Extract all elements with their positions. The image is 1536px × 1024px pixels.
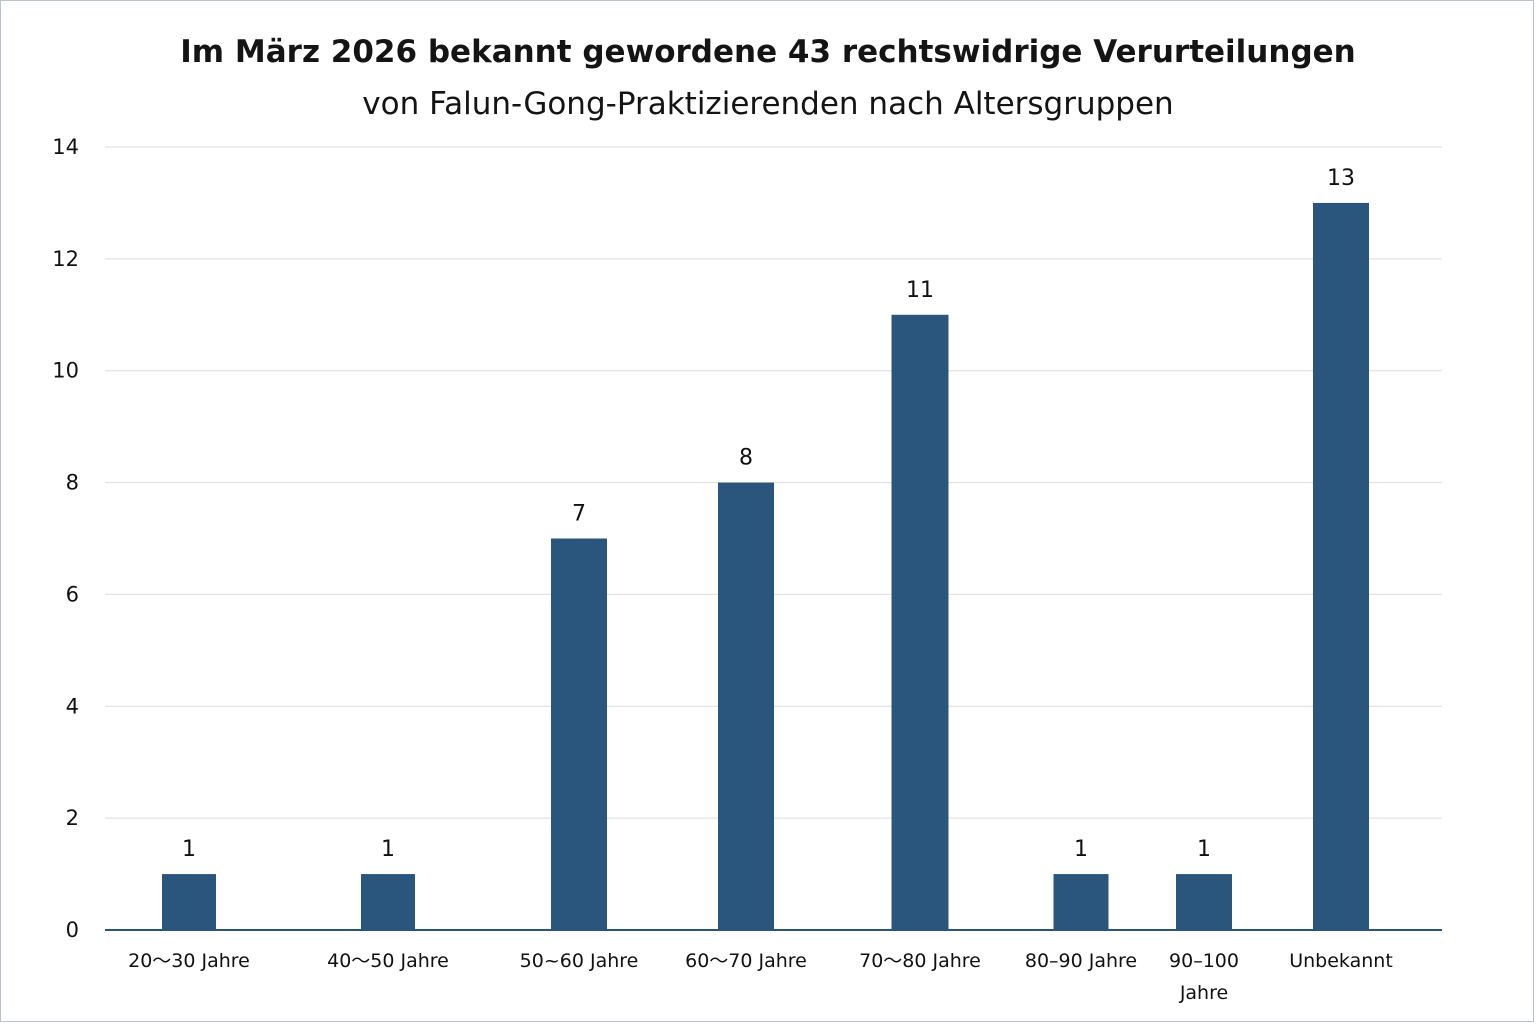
x-tick-label: 70～80 Jahre (859, 950, 981, 972)
data-label: 7 (572, 502, 586, 527)
y-tick-label: 0 (66, 918, 79, 942)
y-tick-label: 4 (66, 694, 79, 718)
chart-title-line-1: Im März 2026 bekannt gewordene 43 rechts… (180, 34, 1356, 70)
bar (1053, 874, 1109, 930)
x-tick-label: 60～70 Jahre (685, 950, 807, 972)
bar (891, 314, 949, 930)
bar (1176, 874, 1232, 930)
bar (1313, 202, 1369, 930)
data-label: 1 (182, 837, 196, 862)
bars (162, 202, 1369, 930)
y-tick-label: 12 (52, 247, 79, 271)
x-axis-ticks: 20～30 Jahre 40～50 Jahre 50~60 Jahre 60～70 J… (128, 950, 1393, 1004)
x-tick-label: Unbekannt (1289, 950, 1393, 972)
data-label: 8 (739, 446, 753, 471)
x-tick-label: 20～30 Jahre (128, 950, 250, 972)
x-tick-label: 80–90 Jahre (1025, 950, 1137, 972)
bar (361, 874, 415, 930)
x-tick-label: 90–100 Jahre (1169, 950, 1239, 1004)
data-label: 1 (1074, 837, 1088, 862)
x-tick-label: 40～50 Jahre (327, 950, 449, 972)
bar (718, 482, 774, 930)
y-tick-label: 6 (66, 582, 79, 606)
y-tick-label: 14 (52, 135, 79, 159)
chart-title: Im März 2026 bekannt gewordene 43 rechts… (0, 26, 1536, 130)
data-label: 1 (1197, 837, 1211, 862)
bar (551, 538, 607, 930)
data-label: 13 (1327, 166, 1355, 191)
bar (162, 874, 216, 930)
y-axis-ticks: 0 2 4 6 8 10 12 14 (52, 135, 79, 942)
chart-title-line-2: von Falun-Gong-Praktizierenden nach Alte… (362, 86, 1174, 122)
y-tick-label: 8 (66, 471, 79, 495)
data-label: 1 (381, 837, 395, 862)
y-tick-label: 2 (66, 806, 79, 830)
y-tick-label: 10 (52, 359, 79, 383)
data-label: 11 (906, 278, 934, 303)
x-tick-label: 50~60 Jahre (520, 950, 639, 972)
